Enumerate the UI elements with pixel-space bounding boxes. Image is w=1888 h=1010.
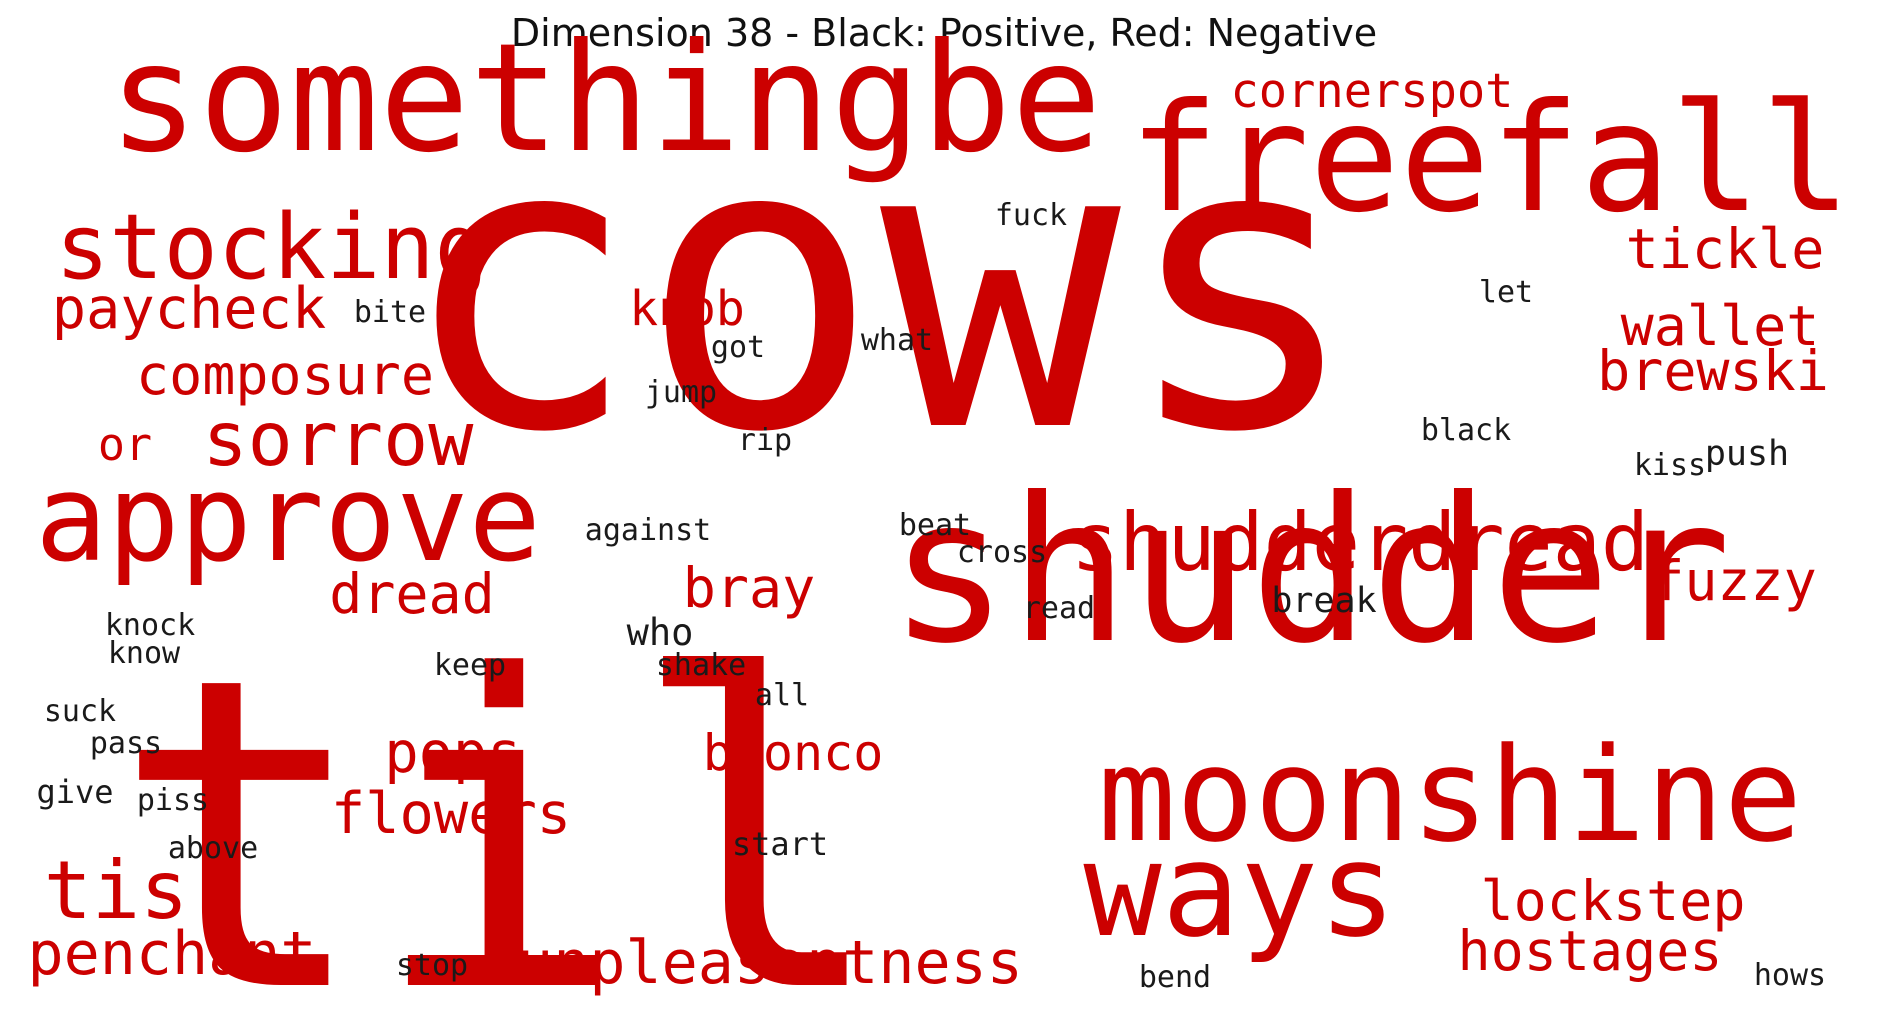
word-knob: knob [629, 281, 745, 337]
word-ways: ways [1083, 814, 1396, 966]
word-who: who [627, 611, 694, 654]
word-pass: pass [90, 726, 162, 761]
word-beat: beat [899, 508, 971, 543]
word-read: read [1023, 591, 1095, 626]
word-rip: rip [738, 423, 792, 458]
word-what: what [861, 323, 933, 358]
word-shudderdread: shudderdread [1071, 496, 1649, 589]
word-got: got [711, 330, 765, 365]
word-above: above [168, 831, 258, 866]
word-know: know [108, 636, 181, 671]
word-til: til [112, 587, 889, 1010]
word-tis: tis [44, 844, 189, 937]
word-or: or [98, 418, 152, 471]
word-cornerspot: cornerspot [1231, 64, 1514, 119]
word-pops: pops [384, 720, 521, 786]
word-suck: suck [44, 694, 116, 729]
word-let: let [1479, 275, 1533, 310]
word-black: black [1421, 413, 1511, 448]
word-hostages: hostages [1458, 919, 1723, 983]
word-tickle: tickle [1626, 217, 1825, 281]
word-composure: composure [136, 343, 434, 407]
word-somethingbe: somethingbe [108, 12, 1101, 186]
word-flowers: flowers [331, 781, 571, 847]
word-moonshine: moonshine [1098, 719, 1802, 871]
word-bend: bend [1139, 960, 1211, 995]
word-hows: hows [1754, 958, 1826, 993]
word-piss: piss [137, 783, 209, 818]
word-fuzzy: fuzzy [1651, 549, 1817, 613]
word-start: start [732, 825, 828, 863]
word-give: give [36, 773, 113, 811]
word-kiss: kiss [1634, 448, 1706, 483]
word-shudder: shudder [889, 455, 1732, 688]
word-dread: dread [329, 562, 495, 626]
word-knock: knock [105, 608, 195, 643]
word-bray: bray [683, 556, 815, 620]
word-brewski: brewski [1597, 339, 1829, 403]
word-lockstep: lockstep [1481, 869, 1746, 933]
word-stop: stop [396, 948, 468, 983]
word-break: break [1271, 581, 1376, 621]
word-keep: keep [434, 648, 506, 683]
word-sorrow: sorrow [203, 395, 475, 483]
word-wallet: wallet [1621, 294, 1820, 358]
word-push: push [1705, 434, 1789, 474]
word-shake: shake [656, 648, 746, 683]
word-cows: cows [398, 55, 1361, 520]
word-against: against [585, 513, 711, 548]
word-approve: approve [35, 450, 541, 589]
word-unpleasantness: unpleasantness [517, 928, 1023, 998]
figure-title: Dimension 38 - Black: Positive, Red: Neg… [510, 11, 1378, 55]
word-penchant: penchant [28, 919, 317, 989]
word-stocking: stocking [55, 195, 488, 300]
word-freefall: freefall [1129, 72, 1851, 246]
word-all: all [755, 678, 809, 713]
word-cross: cross [957, 535, 1047, 570]
word-fuck: fuck [995, 198, 1067, 233]
word-bite: bite [354, 295, 426, 330]
word-paycheck: paycheck [52, 276, 327, 342]
word-bronco: bronco [703, 724, 884, 782]
word-jump: jump [645, 375, 717, 410]
